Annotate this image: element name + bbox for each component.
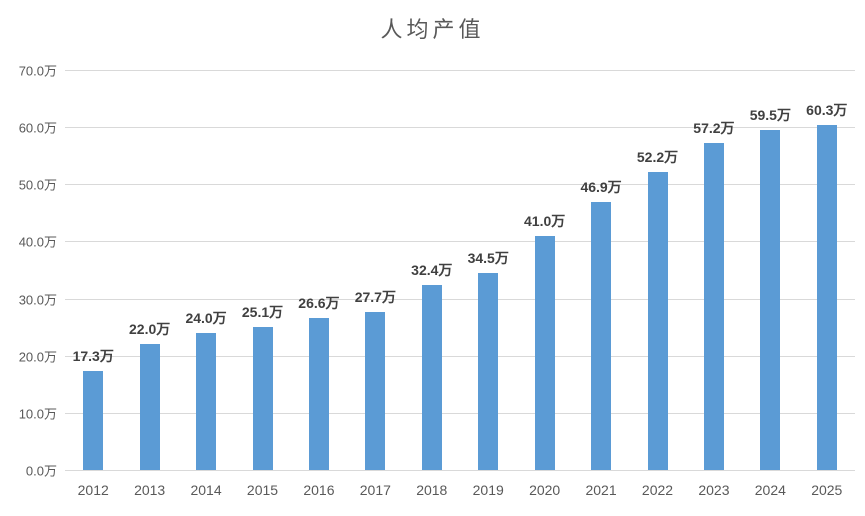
bar-data-label: 17.3万 [72, 348, 114, 365]
bar-data-label: 46.9万 [580, 179, 622, 195]
x-axis-tick-label: 2016 [303, 482, 335, 498]
bar-data-label: 26.6万 [298, 295, 340, 311]
x-axis-tick-label: 2021 [585, 482, 617, 498]
y-axis-tick-label: 70.0万 [18, 63, 57, 79]
x-axis-tick-label: 2014 [190, 482, 222, 498]
bar[interactable] [365, 311, 386, 470]
y-axis-tick-label: 60.0万 [18, 120, 57, 136]
x-axis-tick-label: 2017 [359, 482, 391, 498]
bar-data-label: 25.1万 [241, 303, 284, 320]
bar-data-label: 52.2万 [636, 148, 679, 165]
gridline [65, 184, 855, 186]
bar[interactable] [591, 202, 612, 470]
bar[interactable] [139, 344, 160, 470]
bar-data-label: 57.2万 [693, 120, 735, 137]
x-axis-tick-label: 2013 [134, 482, 166, 498]
bar[interactable] [252, 326, 273, 470]
chart-title[interactable]: 人均产值 [380, 17, 485, 42]
bar-data-label: 60.3万 [806, 102, 848, 119]
y-axis-tick-label: 40.0万 [18, 234, 57, 250]
bar[interactable] [647, 171, 668, 470]
bar[interactable] [308, 318, 329, 470]
bar-data-label: 41.0万 [524, 212, 566, 229]
x-axis-tick-label: 2012 [77, 482, 109, 498]
gridline [65, 70, 855, 71]
bar[interactable] [83, 371, 104, 470]
y-axis-tick-label: 10.0万 [18, 406, 57, 422]
x-axis-tick-label: 2023 [698, 482, 730, 498]
y-axis-tick-label: 20.0万 [18, 349, 57, 365]
bar[interactable] [421, 284, 442, 470]
bar-data-label: 34.5万 [467, 249, 509, 266]
gridline [65, 298, 855, 300]
gridline [65, 355, 855, 357]
x-axis-tick-label: 2020 [529, 482, 561, 498]
bar[interactable] [534, 235, 555, 470]
bar-data-label: 27.7万 [354, 288, 396, 305]
bar-data-label: 22.0万 [129, 321, 171, 338]
y-axis-tick-label: 0.0万 [25, 463, 57, 479]
bar-data-label: 32.4万 [411, 261, 453, 278]
bar[interactable] [196, 332, 217, 470]
gridline [65, 412, 855, 414]
x-axis-tick-label: 2022 [641, 482, 674, 498]
bar-data-label: 24.0万 [185, 309, 227, 326]
x-axis-tick-label: 2015 [246, 482, 279, 498]
bar[interactable] [478, 272, 499, 470]
bar-data-label: 59.5万 [749, 107, 791, 123]
gridline [65, 470, 855, 471]
bar[interactable] [703, 143, 724, 470]
gridline [65, 127, 855, 129]
bar[interactable] [816, 125, 837, 470]
gridline [65, 241, 855, 243]
x-axis-tick-label: 2018 [416, 482, 448, 498]
y-axis-tick-label: 30.0万 [18, 292, 57, 308]
x-axis-tick-label: 2024 [754, 482, 786, 498]
bar[interactable] [760, 130, 781, 470]
x-axis-tick-label: 2019 [472, 482, 504, 498]
x-axis-tick-label: 2025 [811, 482, 843, 498]
y-axis-tick-label: 50.0万 [18, 177, 57, 193]
